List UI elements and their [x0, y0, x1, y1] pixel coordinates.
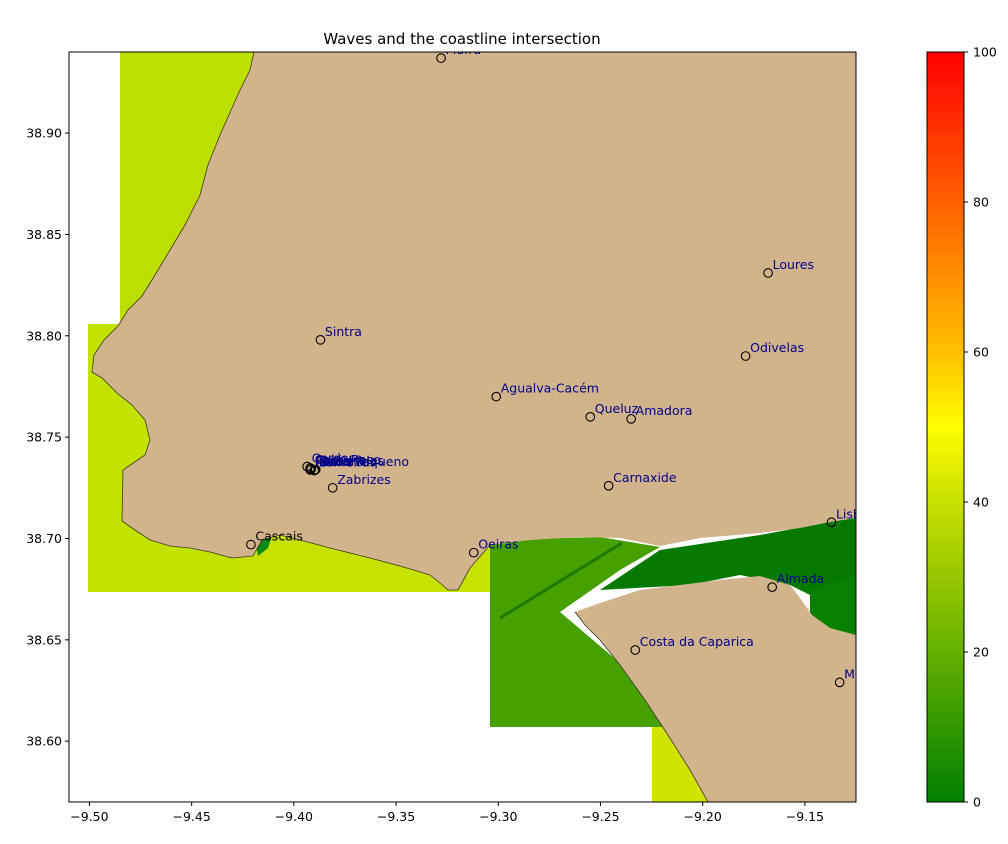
colorbar-tick-label: 40 — [973, 495, 989, 510]
y-axis: 38.60 38.65 38.70 38.75 38.80 38.85 38.90 — [26, 126, 69, 749]
place-marker — [246, 539, 256, 550]
place-label: Oeiras — [478, 537, 518, 552]
place-label: Cordosa — [312, 451, 363, 466]
place-label: Agualva-Cacém — [501, 381, 599, 396]
place-marker — [315, 334, 326, 345]
place-label: Mafra — [446, 42, 482, 57]
place-marker — [630, 645, 641, 655]
place-label: Queluz — [595, 401, 639, 416]
coastline-south — [574, 611, 709, 802]
place-marker — [491, 391, 502, 402]
place-label: Muxito — [844, 666, 886, 681]
place-label: Carnaxide — [613, 470, 677, 485]
y-tick-label: 38.80 — [26, 328, 62, 343]
place-label: Loures — [773, 257, 814, 272]
y-tick-label: 38.75 — [26, 430, 62, 445]
y-tick-label: 38.85 — [26, 227, 62, 242]
wave-patch-tagus-mouth — [490, 537, 673, 727]
x-tick-label: −9.20 — [684, 809, 722, 824]
place-label: Lisboa — [836, 506, 876, 521]
x-tick-label: −9.25 — [581, 809, 619, 824]
x-tick-label: −9.35 — [377, 809, 415, 824]
y-tick-label: 38.70 — [26, 531, 62, 546]
place-label: Amadora — [636, 403, 693, 418]
wave-patch-tagus-inner — [600, 512, 856, 620]
place-label: Cabo Raso — [315, 452, 381, 467]
colorbar-tick-label: 80 — [973, 195, 989, 210]
colorbar-axis: 0 20 40 60 80 100 — [964, 45, 997, 810]
places-layer: Mafra Loures Sintra Odivelas Agualva-Cacém Qu… — [246, 42, 886, 688]
land-south — [575, 576, 856, 802]
place-marker — [826, 517, 837, 528]
place-marker — [626, 414, 636, 424]
x-tick-label: −9.30 — [479, 809, 517, 824]
place-marker — [436, 53, 446, 63]
x-tick-label: −9.45 — [172, 809, 210, 824]
y-tick-label: 38.90 — [26, 126, 62, 141]
place-label: Cascais — [255, 529, 302, 544]
place-marker — [763, 268, 773, 278]
place-marker — [603, 480, 614, 491]
x-tick-label: −9.50 — [70, 809, 108, 824]
place-label: Peninha — [315, 454, 365, 469]
map-title: Waves and the coastline intersection — [323, 30, 600, 48]
place-marker — [767, 582, 778, 592]
place-marker — [585, 412, 596, 422]
colorbar-tick-label: 60 — [973, 345, 989, 360]
place-label: Costa da Caparica — [640, 634, 754, 649]
place-label: Cabo Pequeno — [319, 454, 409, 469]
y-tick-label: 38.65 — [26, 632, 62, 647]
place-label: Lameiras — [319, 455, 376, 470]
colorbar — [926, 51, 965, 803]
colorbar-tick-label: 20 — [973, 645, 989, 660]
place-label: Zabrizes — [337, 472, 391, 487]
place-marker — [305, 465, 316, 475]
x-tick-label: −9.15 — [786, 809, 824, 824]
place-label: Fontanelas — [316, 453, 384, 468]
y-tick-label: 38.60 — [26, 734, 62, 749]
map-area: Mafra Loures Sintra Odivelas Agualva-Cacém Qu… — [69, 42, 886, 802]
x-axis: −9.50 −9.45 −9.40 −9.35 −9.30 −9.25 −9.20 −9.15 — [70, 802, 824, 824]
place-marker — [309, 465, 320, 476]
map-axes-frame — [68, 51, 857, 803]
x-tick-label: −9.40 — [275, 809, 313, 824]
place-label: Odivelas — [750, 340, 804, 355]
coastline — [91, 52, 491, 591]
colorbar-tick-label: 0 — [973, 795, 981, 810]
colorbar-tick-label: 100 — [973, 45, 997, 60]
place-marker — [468, 547, 479, 558]
place-label: Almada — [777, 571, 824, 586]
place-marker — [834, 677, 845, 688]
place-marker — [740, 351, 751, 361]
place-label: Sintra — [325, 324, 362, 339]
place-label: Azóia — [320, 454, 354, 469]
land-north — [92, 52, 856, 590]
wave-streak — [499, 541, 623, 620]
place-marker — [327, 482, 338, 493]
